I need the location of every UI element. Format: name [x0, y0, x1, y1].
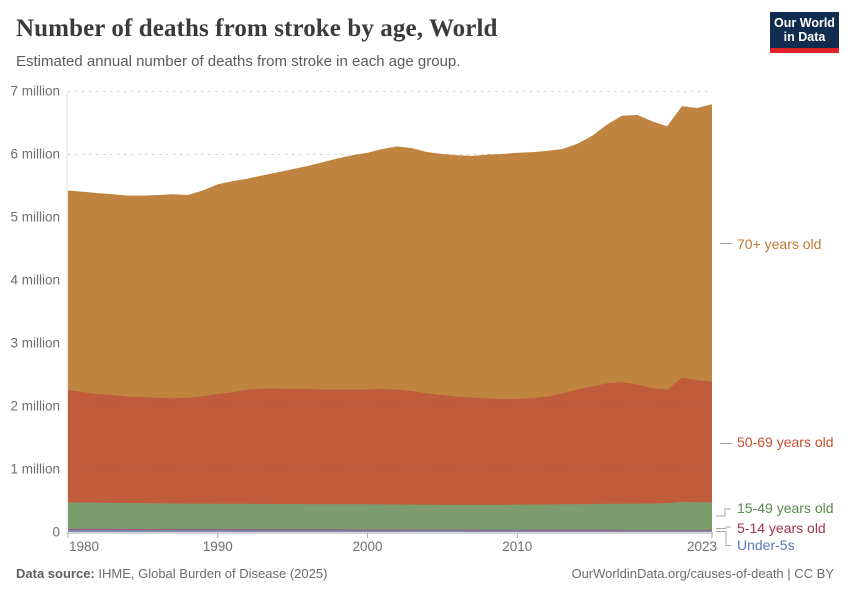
owid-credit-link[interactable]: OurWorldinData.org/causes-of-death | CC … — [571, 566, 834, 581]
area-under-5s[interactable] — [68, 529, 712, 532]
x-tick-label: 2023 — [687, 539, 717, 554]
y-tick-label: 4 million — [10, 273, 60, 288]
data-source-note: Data source: IHME, Global Burden of Dise… — [16, 566, 328, 581]
y-tick-label: 3 million — [10, 336, 60, 351]
x-tick-label: 2000 — [353, 539, 383, 554]
chart-subtitle: Estimated annual number of deaths from s… — [16, 53, 461, 70]
legend-connector — [716, 508, 731, 517]
area-50-69[interactable] — [68, 377, 712, 532]
legend-label-70plus[interactable]: 70+ years old — [737, 236, 822, 252]
x-tick-label: 1990 — [203, 539, 233, 554]
legend-label-50-69[interactable]: 50-69 years old — [737, 434, 834, 450]
legend-connector — [716, 526, 731, 529]
chart-footer: Data source: IHME, Global Burden of Dise… — [0, 564, 850, 590]
owid-logo[interactable]: Our World in Data — [770, 12, 839, 53]
y-tick-label: 5 million — [10, 210, 60, 225]
y-tick-label: 0 — [52, 525, 60, 540]
data-source-label: Data source: — [16, 566, 95, 581]
legend-connector — [716, 531, 731, 546]
page-title: Number of deaths from stroke by age, Wor… — [16, 15, 498, 42]
legend-label-under5[interactable]: Under-5s — [737, 537, 795, 553]
owid-logo-text: Our World in Data — [774, 16, 835, 44]
y-tick-label: 2 million — [10, 399, 60, 414]
x-tick-label: 2010 — [502, 539, 532, 554]
area-15-49[interactable] — [68, 501, 712, 532]
y-tick-label: 7 million — [10, 84, 60, 99]
legend-label-5-14[interactable]: 5-14 years old — [737, 520, 826, 536]
y-tick-label: 6 million — [10, 147, 60, 162]
legend-label-15-49[interactable]: 15-49 years old — [737, 500, 834, 516]
x-tick-label: 1980 — [69, 539, 99, 554]
y-tick-label: 1 million — [10, 462, 60, 477]
